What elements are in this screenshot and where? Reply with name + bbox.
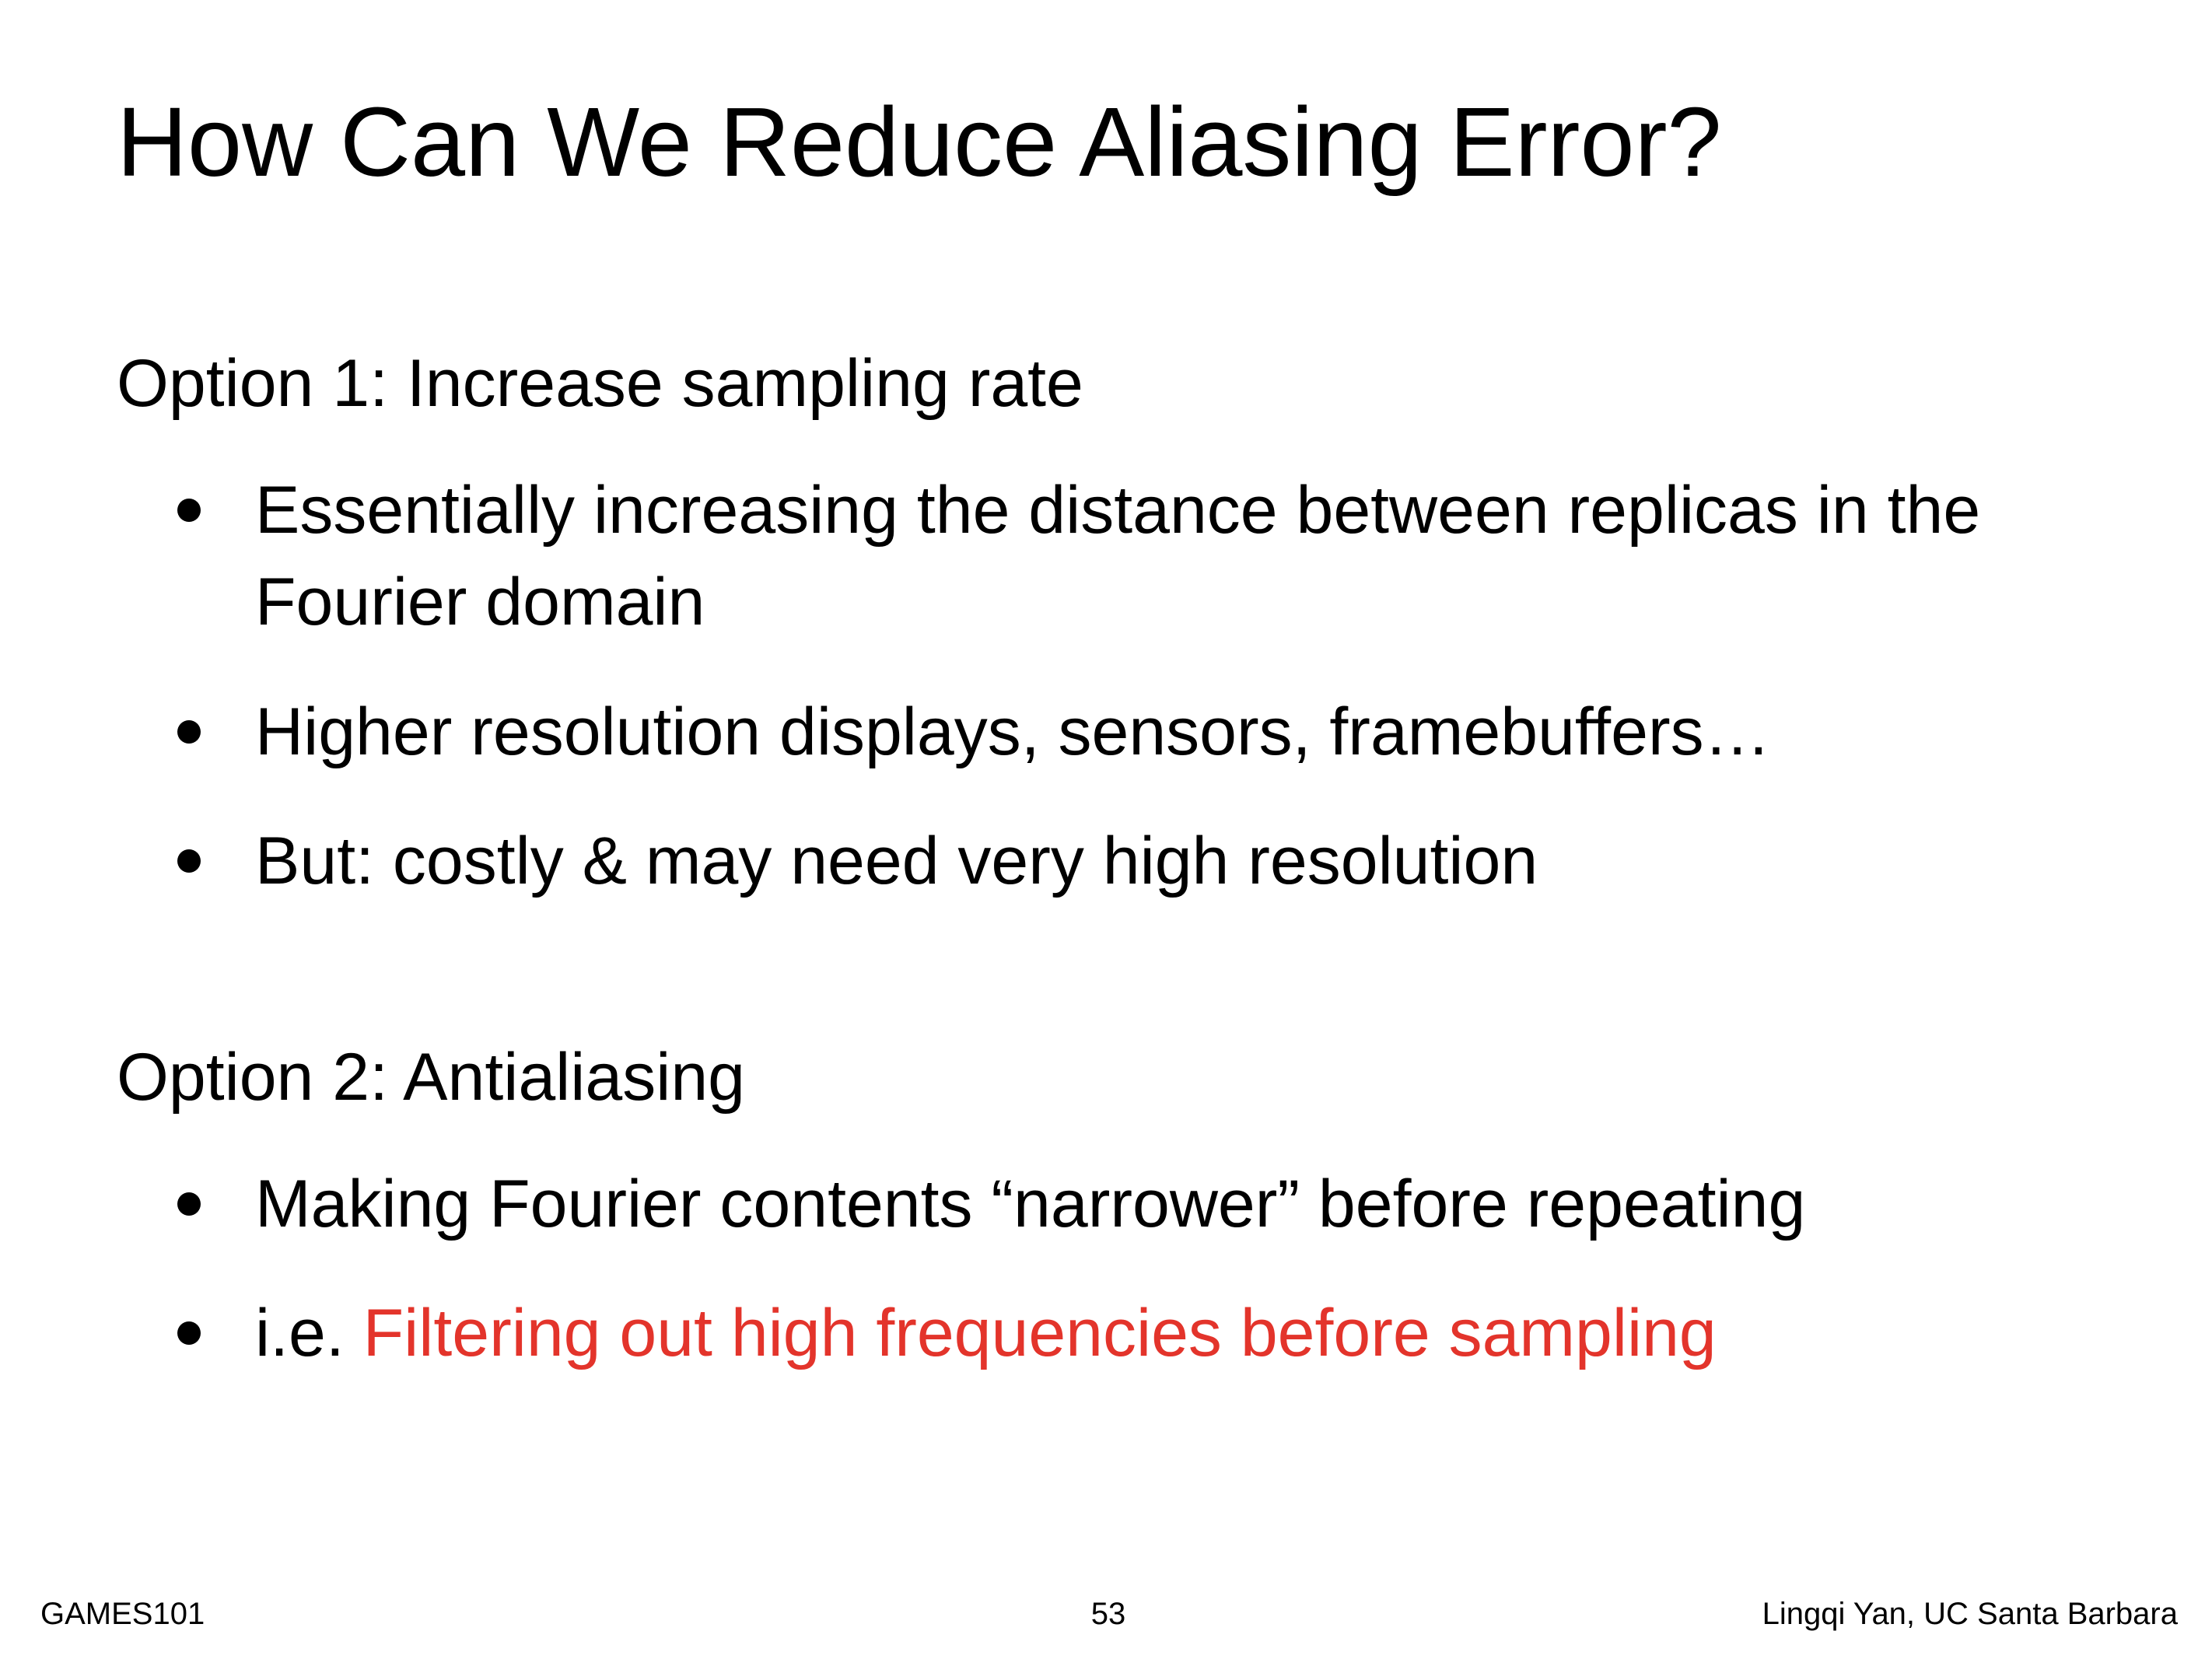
bullet-text: i.e. Filtering out high frequencies befo… — [255, 1287, 2184, 1379]
bullet-line-1: Essentially increasing the distance betw… — [255, 473, 1981, 548]
slide-title: How Can We Reduce Aliasing Error? — [117, 87, 1722, 197]
bullet-dot-icon — [177, 499, 201, 522]
footer-course-name: GAMES101 — [40, 1597, 205, 1631]
option1-heading: Option 1: Increase sampling rate — [117, 346, 1083, 421]
bullet-dot-icon — [177, 849, 201, 873]
bullet-text: Making Fourier contents “narrower” befor… — [255, 1167, 1806, 1241]
bullet-dot-icon — [177, 1192, 201, 1216]
page-number: 53 — [1090, 1597, 1126, 1631]
bullet-dot-icon — [177, 720, 201, 744]
highlight-text: Filtering out high frequencies before sa… — [362, 1296, 1717, 1370]
bullet-text: Higher resolution displays, sensors, fra… — [255, 695, 1771, 769]
bullet-text: But: costly & may need very high resolut… — [255, 824, 1538, 898]
footer-author: Lingqi Yan, UC Santa Barbara — [1762, 1597, 2178, 1631]
option2-heading: Option 2: Antialiasing — [117, 1040, 745, 1115]
bullet-dot-icon — [177, 1321, 201, 1345]
bullet-text: Essentially increasing the distance betw… — [255, 464, 2184, 648]
bullet-prefix: i.e. — [255, 1296, 363, 1370]
bullet-line-2: Fourier domain — [255, 565, 705, 639]
